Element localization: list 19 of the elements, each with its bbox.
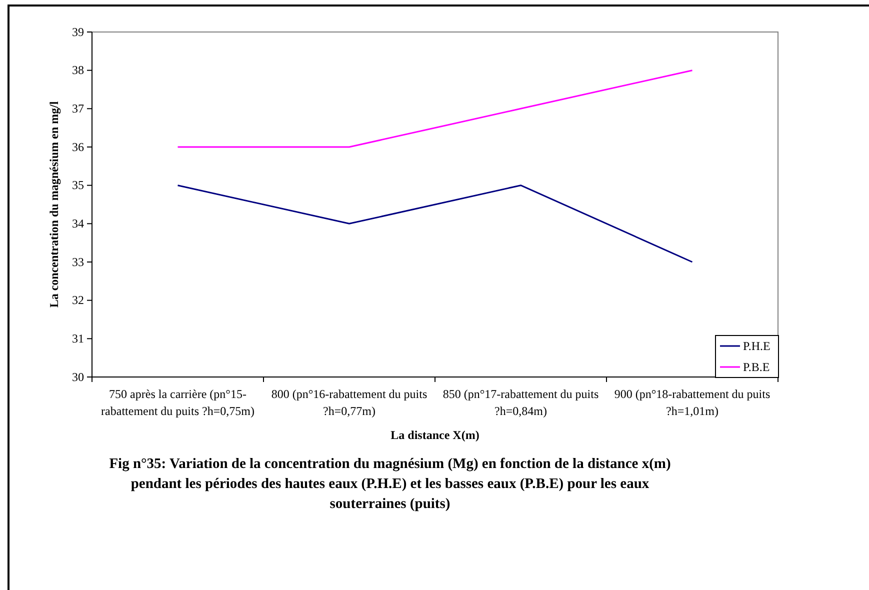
x-tick-label: 900 (pn°18-rabattement du puits ?h=1,01m)	[614, 387, 770, 418]
y-tick-label: 38	[72, 63, 84, 78]
x-tick-label: 800 (pn°16-rabattement du puits ?h=0,77m)	[271, 387, 428, 418]
x-tick-label: 850 (pn°17-rabattement du puits ?h=0,84m)	[442, 387, 599, 418]
x-axis-title: La distance X(m)	[390, 428, 480, 442]
y-tick-label: 34	[72, 216, 84, 231]
legend-label: P.B.E	[743, 360, 770, 374]
y-axis-title: La concentration du magnésium en mg/l	[47, 100, 61, 308]
y-tick-label: 39	[72, 24, 84, 39]
y-tick-label: 37	[72, 102, 84, 116]
y-tick-label: 32	[72, 293, 84, 308]
y-tick-label: 35	[72, 178, 84, 192]
x-tick-label: 750 après la carrière (pn°15-rabattement du puits ?h=0,75m)	[101, 387, 254, 418]
y-tick-label: 31	[72, 332, 84, 346]
y-tick-label: 36	[72, 140, 84, 154]
text: Fig n°35: Variation de la concentration du magnésium (Mg) en fonction de la distance x(m) pendant les périodes des hautes eaux (P.H.E) et les basses eaux (P.B.E) pour les eaux souterraines (puits)	[109, 456, 671, 512]
y-tick-label: 30	[72, 370, 84, 384]
y-tick-label: 33	[72, 254, 84, 269]
legend-label: P.H.E	[743, 339, 770, 353]
